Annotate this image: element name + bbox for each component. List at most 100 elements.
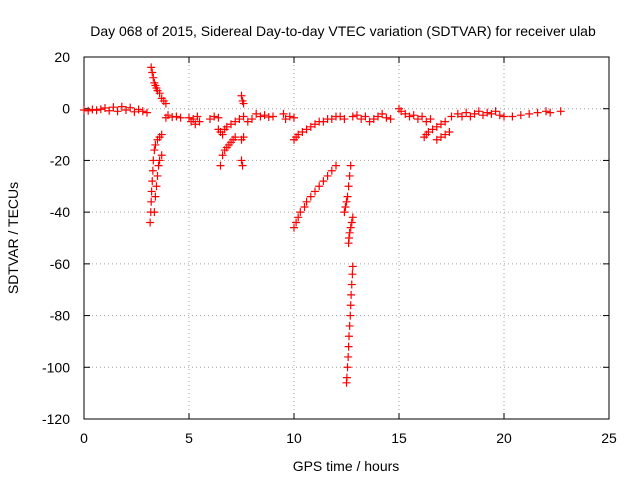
data-point <box>348 270 357 279</box>
data-point <box>409 111 418 120</box>
data-point <box>231 117 240 126</box>
x-tick-label: 5 <box>185 430 193 446</box>
x-tick-labels: 0 5 10 15 20 25 <box>80 430 617 446</box>
data-point <box>361 112 370 121</box>
data-point <box>147 187 156 196</box>
data-point <box>378 109 387 118</box>
y-tick-label: -80 <box>50 308 70 324</box>
data-point <box>353 111 361 120</box>
data-point <box>235 115 244 124</box>
data-point <box>281 115 290 124</box>
y-tick-label: 0 <box>62 101 70 117</box>
y-tick-label: -100 <box>42 359 70 375</box>
data-point <box>432 135 441 144</box>
data-point <box>533 108 542 117</box>
data-point <box>256 112 265 121</box>
data-point <box>96 105 105 114</box>
data-point <box>413 115 422 124</box>
data-point <box>343 363 352 372</box>
data-point <box>151 192 160 201</box>
x-tick-label: 0 <box>80 430 88 446</box>
data-point <box>92 106 101 115</box>
data-point <box>347 280 356 289</box>
data-point <box>386 115 395 124</box>
data-point <box>405 112 414 121</box>
x-axis-label: GPS time / hours <box>293 458 400 474</box>
x-tick-label: 15 <box>391 430 407 446</box>
data-point <box>437 133 445 142</box>
data-point <box>148 177 157 186</box>
data-point <box>441 117 450 126</box>
data-point <box>346 311 355 320</box>
data-point <box>346 301 355 310</box>
data-point <box>453 109 462 118</box>
data-point <box>458 112 466 121</box>
data-point <box>294 213 303 222</box>
data-point <box>516 111 525 120</box>
data-point <box>525 109 534 118</box>
data-point <box>365 117 374 126</box>
data-point <box>150 146 159 155</box>
data-point <box>269 112 277 121</box>
data-point <box>222 122 231 131</box>
data-point <box>143 108 151 117</box>
data-point <box>491 107 500 116</box>
data-point <box>148 68 157 77</box>
data-point <box>346 223 355 232</box>
data-point <box>344 182 353 191</box>
plot-frame <box>83 56 610 420</box>
data-point <box>238 161 247 170</box>
data-point <box>302 197 311 206</box>
data-point <box>147 197 156 206</box>
data-point <box>447 112 456 121</box>
data-point <box>146 218 155 227</box>
y-tick-labels: 20 0 -20 -40 -60 -80 -100 -120 <box>42 49 70 427</box>
data-point <box>340 208 349 217</box>
data-point <box>155 156 164 165</box>
data-point <box>101 103 109 112</box>
data-point <box>327 115 336 124</box>
y-tick-label: 20 <box>54 49 70 65</box>
data-point <box>319 177 328 186</box>
y-tick-label: -60 <box>50 256 70 272</box>
data-point <box>332 161 340 170</box>
data-point <box>216 161 225 170</box>
data-point <box>176 113 185 122</box>
axis-ticks <box>83 56 610 420</box>
data-point <box>508 112 517 121</box>
data-point <box>344 352 353 361</box>
data-point <box>113 107 122 116</box>
data-point <box>306 192 315 201</box>
data-point <box>311 187 319 196</box>
data-point <box>302 125 311 134</box>
data-point <box>80 106 88 115</box>
data-point <box>105 106 114 115</box>
data-point <box>556 107 565 116</box>
data-point <box>418 112 427 121</box>
data-point <box>327 166 336 175</box>
data-point <box>148 166 157 175</box>
data-point <box>357 115 366 124</box>
data-point <box>294 130 303 139</box>
data-point <box>130 107 139 116</box>
data-point <box>150 208 159 217</box>
data-point <box>84 106 93 115</box>
data-point <box>348 112 357 121</box>
data-point <box>424 127 433 136</box>
data-point <box>285 112 294 121</box>
data-point <box>345 332 354 341</box>
data-point <box>155 89 164 98</box>
data-point <box>500 112 508 121</box>
data-point <box>237 91 246 100</box>
data-point <box>218 130 227 139</box>
data-point <box>290 223 298 232</box>
data-point <box>426 115 435 124</box>
y-axis-label: SDTVAR / TECUs <box>5 182 21 294</box>
data-point <box>428 125 437 134</box>
data-point <box>279 109 288 118</box>
data-point <box>126 103 135 112</box>
data-point <box>346 161 355 170</box>
data-point <box>88 105 97 114</box>
data-point <box>397 107 406 116</box>
data-point <box>243 117 252 126</box>
